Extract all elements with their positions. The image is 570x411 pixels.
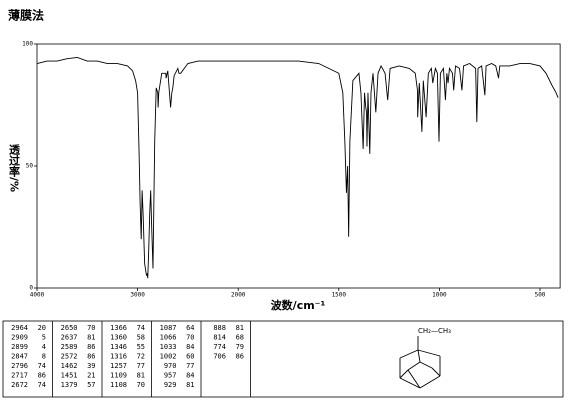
peak-transmittance: 86: [87, 343, 95, 351]
peak-wavenumber: 1087: [160, 324, 177, 332]
peak-wavenumber: 1257: [110, 362, 127, 370]
peak-wavenumber: 1360: [110, 334, 127, 342]
x-axis-label: 波数/cm⁻¹: [271, 298, 326, 312]
peak-wavenumber: 2847: [11, 353, 28, 361]
peak-wavenumber: 1108: [110, 381, 127, 389]
peak-transmittance: 64: [186, 324, 194, 332]
peak-transmittance: 86: [38, 372, 46, 380]
x-tick-label: 2000: [231, 292, 246, 299]
peak-transmittance: 81: [186, 381, 194, 389]
peak-transmittance: 74: [38, 381, 46, 389]
peak-transmittance: 86: [87, 353, 95, 361]
peak-wavenumber: 2650: [61, 324, 78, 332]
peak-wavenumber: 1379: [61, 381, 78, 389]
peak-wavenumber: 2637: [61, 334, 78, 342]
structure: [399, 336, 441, 389]
peak-wavenumber: 1346: [110, 343, 127, 351]
y-tick-label: 50: [26, 163, 34, 170]
peak-transmittance: 79: [236, 343, 244, 351]
peak-wavenumber: 1366: [110, 324, 127, 332]
peak-transmittance: 84: [186, 372, 194, 380]
y-tick-label: 100: [22, 41, 33, 48]
peak-transmittance: 77: [186, 362, 194, 370]
x-tick-label: 4000: [30, 292, 45, 299]
peak-transmittance: 57: [87, 381, 95, 389]
peak-wavenumber: 2964: [11, 324, 28, 332]
peak-transmittance: 70: [137, 381, 145, 389]
peak-transmittance: 68: [236, 334, 244, 342]
peak-transmittance: 86: [236, 353, 244, 361]
peak-wavenumber: 1462: [61, 362, 78, 370]
peak-wavenumber: 2909: [11, 334, 28, 342]
x-tick-label: 1500: [332, 292, 347, 299]
peak-transmittance: 74: [137, 324, 145, 332]
peak-transmittance: 72: [137, 353, 145, 361]
peak-wavenumber: 888: [213, 324, 226, 332]
peak-wavenumber: 2572: [61, 353, 78, 361]
peak-wavenumber: 2589: [61, 343, 78, 351]
peak-transmittance: 58: [137, 334, 145, 342]
x-tick-label: 1000: [432, 292, 447, 299]
peak-transmittance: 81: [87, 334, 95, 342]
peak-transmittance: 55: [137, 343, 145, 351]
peak-wavenumber: 1066: [160, 334, 177, 342]
plot-frame: [36, 43, 561, 289]
structure-label: CH₂—CH₃: [418, 327, 451, 335]
spectrum-line: [36, 56, 559, 279]
peak-wavenumber: 1109: [110, 372, 127, 380]
peak-transmittance: 4: [42, 343, 46, 351]
peak-transmittance: 77: [137, 362, 145, 370]
chart-title: 薄膜法: [8, 8, 44, 23]
peak-wavenumber: 2672: [11, 381, 28, 389]
peak-wavenumber: 2717: [11, 372, 28, 380]
peak-wavenumber: 774: [213, 343, 226, 351]
peak-transmittance: 70: [186, 334, 194, 342]
y-axis-label: 透过率/%: [8, 144, 21, 192]
peak-transmittance: 74: [38, 362, 46, 370]
peak-transmittance: 20: [38, 324, 46, 332]
peak-wavenumber: 1451: [61, 372, 78, 380]
peak-transmittance: 5: [42, 334, 46, 342]
peak-wavenumber: 706: [213, 353, 226, 361]
peak-wavenumber: 970: [164, 362, 177, 370]
peak-wavenumber: 1002: [160, 353, 177, 361]
peak-transmittance: 21: [87, 372, 95, 380]
peak-wavenumber: 957: [164, 372, 177, 380]
peak-wavenumber: 929: [164, 381, 177, 389]
peak-wavenumber: 2796: [11, 362, 28, 370]
peak-transmittance: 8: [42, 353, 46, 361]
peak-wavenumber: 1033: [160, 343, 177, 351]
peak-transmittance: 70: [87, 324, 95, 332]
y-tick-label: 0: [29, 285, 33, 292]
table-frame: [2, 320, 564, 398]
peak-transmittance: 84: [186, 343, 194, 351]
x-tick-label: 3000: [130, 292, 145, 299]
peak-transmittance: 60: [186, 353, 194, 361]
peak-transmittance: 81: [236, 324, 244, 332]
peak-wavenumber: 2899: [11, 343, 28, 351]
x-tick-label: 500: [535, 292, 546, 299]
peak-transmittance: 39: [87, 362, 95, 370]
peak-wavenumber: 814: [213, 334, 226, 342]
peak-wavenumber: 1316: [110, 353, 127, 361]
peak-transmittance: 81: [137, 372, 145, 380]
